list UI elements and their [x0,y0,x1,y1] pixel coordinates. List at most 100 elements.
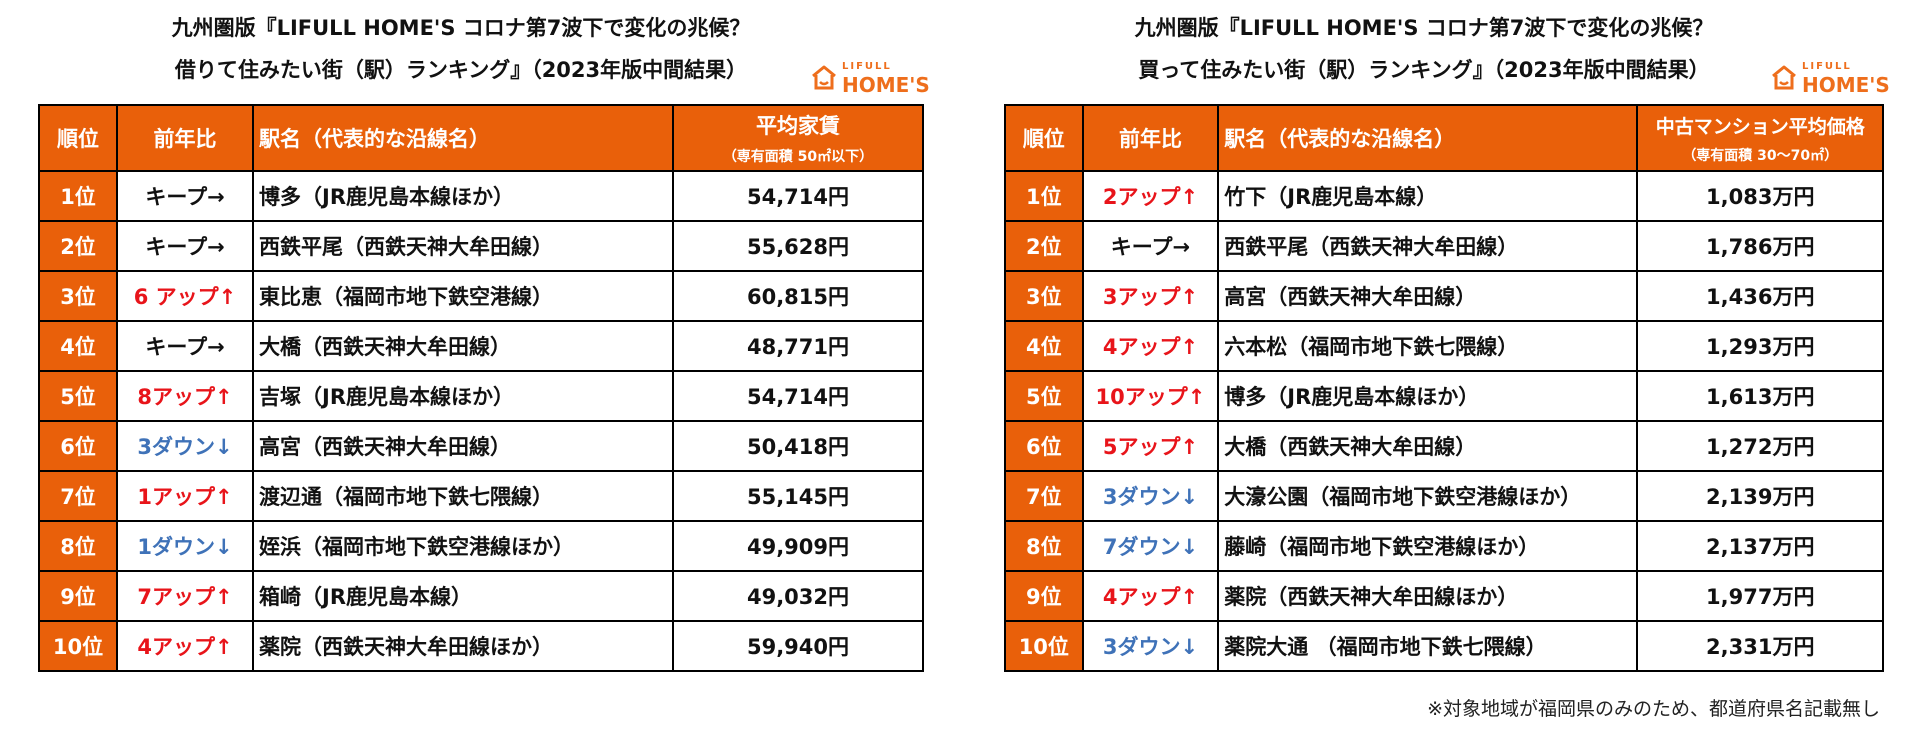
change-cell: 3ダウン↓ [116,420,254,472]
table-row: 7位 3ダウン↓ 大濠公園（福岡市地下鉄空港線ほか） 2,139万円 [1004,470,1884,522]
change-cell: 7アップ↑ [116,570,254,622]
house-icon [1772,65,1796,90]
price-cell: 49,032円 [672,570,924,622]
station-cell: 高宮（西鉄天神大牟田線） [252,420,674,472]
price-cell: 59,940円 [672,620,924,672]
table-row: 6位 3ダウン↓ 高宮（西鉄天神大牟田線） 50,418円 [38,420,924,472]
table-row: 10位 4アップ↑ 薬院（西鉄天神大牟田線ほか） 59,940円 [38,620,924,672]
change-cell: キープ→ [1081,220,1220,272]
header-change: 前年比 [1081,104,1220,172]
price-cell: 54,714円 [672,370,924,422]
header-price: 中古マンション平均価格 （専有面積 30～70㎡） [1636,104,1884,172]
header-price-main: 中古マンション平均価格 [1655,115,1865,138]
price-cell: 2,137万円 [1636,520,1884,572]
table-row: 1位 2アップ↑ 竹下（JR鹿児島本線） 1,083万円 [1004,170,1884,222]
price-cell: 1,786万円 [1636,220,1884,272]
house-icon [812,65,836,90]
rank-cell: 10位 [38,620,118,672]
station-cell: 薬院（西鉄天神大牟田線ほか） [252,620,674,672]
rank-cell: 1位 [38,170,118,222]
price-cell: 49,909円 [672,520,924,572]
station-cell: 姪浜（福岡市地下鉄空港線ほか） [252,520,674,572]
change-cell: 4アップ↑ [1081,570,1220,622]
change-cell: 3ダウン↓ [1081,620,1220,672]
station-cell: 渡辺通（福岡市地下鉄七隈線） [252,470,674,522]
rank-cell: 7位 [1004,470,1084,522]
table-row: 9位 4アップ↑ 薬院（西鉄天神大牟田線ほか） 1,977万円 [1004,570,1884,622]
header-change: 前年比 [116,104,254,172]
station-cell: 大橋（西鉄天神大牟田線） [252,320,674,372]
change-cell: 1ダウン↓ [116,520,254,572]
rank-cell: 10位 [1004,620,1084,672]
rank-cell: 1位 [1004,170,1084,222]
rank-cell: 8位 [1004,520,1084,572]
rank-cell: 9位 [1004,570,1084,622]
change-cell: 4アップ↑ [1081,320,1220,372]
rank-cell: 9位 [38,570,118,622]
rank-cell: 6位 [1004,420,1084,472]
logo-text-top: LIFULL [1802,61,1852,72]
table-row: 4位 キープ→ 大橋（西鉄天神大牟田線） 48,771円 [38,320,924,372]
table-row: 2位 キープ→ 西鉄平尾（西鉄天神大牟田線） 55,628円 [38,220,924,272]
station-cell: 大橋（西鉄天神大牟田線） [1217,420,1639,472]
table-row: 5位 10アップ↑ 博多（JR鹿児島本線ほか） 1,613万円 [1004,370,1884,422]
logo-text-bottom: HOME'S [1802,73,1890,97]
price-cell: 2,331万円 [1636,620,1884,672]
change-cell: キープ→ [116,170,254,222]
table-row: 3位 3アップ↑ 高宮（西鉄天神大牟田線） 1,436万円 [1004,270,1884,322]
rank-cell: 8位 [38,520,118,572]
rank-cell: 2位 [38,220,118,272]
change-cell: 7ダウン↓ [1081,520,1220,572]
rank-cell: 3位 [1004,270,1084,322]
change-cell: 2アップ↑ [1081,170,1220,222]
table-row: 3位 6 アップ↑ 東比恵（福岡市地下鉄空港線） 60,815円 [38,270,924,322]
rank-cell: 3位 [38,270,118,322]
rank-cell: 7位 [38,470,118,522]
station-cell: 薬院（西鉄天神大牟田線ほか） [1217,570,1639,622]
station-cell: 東比恵（福岡市地下鉄空港線） [252,270,674,322]
purchase-title-line1: 九州圏版『LIFULL HOME'S コロナ第7波下で変化の兆候？ [1134,16,1714,40]
station-cell: 高宮（西鉄天神大牟田線） [1217,270,1639,322]
price-cell: 54,714円 [672,170,924,222]
station-cell: 藤崎（福岡市地下鉄空港線ほか） [1217,520,1639,572]
station-cell: 博多（JR鹿児島本線ほか） [1217,370,1639,422]
header-price-sub: （専有面積 30～70㎡） [1682,147,1839,164]
header-rank: 順位 [38,104,118,172]
logo-text-top: LIFULL [842,61,892,72]
change-cell: 8アップ↑ [116,370,254,422]
header-station: 駅名（代表的な沿線名） [1217,104,1639,172]
header-price-sub: （専有面積 50㎡以下） [722,149,874,165]
station-cell: 吉塚（JR鹿児島本線ほか） [252,370,674,422]
table-row: 8位 7ダウン↓ 藤崎（福岡市地下鉄空港線ほか） 2,137万円 [1004,520,1884,572]
station-cell: 西鉄平尾（西鉄天神大牟田線） [252,220,674,272]
lifull-homes-logo: LIFULL HOME'S [1768,58,1890,98]
price-cell: 1,083万円 [1636,170,1884,222]
table-row: 6位 5アップ↑ 大橋（西鉄天神大牟田線） 1,272万円 [1004,420,1884,472]
header-price: 平均家賃 （専有面積 50㎡以下） [672,104,924,172]
change-cell: 3ダウン↓ [1081,470,1220,522]
change-cell: 10アップ↑ [1081,370,1220,422]
rank-cell: 5位 [1004,370,1084,422]
station-cell: 竹下（JR鹿児島本線） [1217,170,1639,222]
rental-title-line2: 借りて住みたい街（駅）ランキング』（2023年版中間結果） [174,58,748,82]
station-cell: 博多（JR鹿児島本線ほか） [252,170,674,222]
change-cell: キープ→ [116,320,254,372]
table-row: 2位 キープ→ 西鉄平尾（西鉄天神大牟田線） 1,786万円 [1004,220,1884,272]
price-cell: 55,145円 [672,470,924,522]
price-cell: 1,436万円 [1636,270,1884,322]
change-cell: キープ→ [116,220,254,272]
change-cell: 5アップ↑ [1081,420,1220,472]
change-cell: 1アップ↑ [116,470,254,522]
rental-title-line1: 九州圏版『LIFULL HOME'S コロナ第7波下で変化の兆候？ [171,16,751,40]
table-row: 5位 8アップ↑ 吉塚（JR鹿児島本線ほか） 54,714円 [38,370,924,422]
price-cell: 48,771円 [672,320,924,372]
rank-cell: 4位 [38,320,118,372]
station-cell: 大濠公園（福岡市地下鉄空港線ほか） [1217,470,1639,522]
price-cell: 1,272万円 [1636,420,1884,472]
price-cell: 1,613万円 [1636,370,1884,422]
table-row: 8位 1ダウン↓ 姪浜（福岡市地下鉄空港線ほか） 49,909円 [38,520,924,572]
header-rank: 順位 [1004,104,1084,172]
station-cell: 箱崎（JR鹿児島本線） [252,570,674,622]
price-cell: 55,628円 [672,220,924,272]
table-row: 4位 4アップ↑ 六本松（福岡市地下鉄七隈線） 1,293万円 [1004,320,1884,372]
